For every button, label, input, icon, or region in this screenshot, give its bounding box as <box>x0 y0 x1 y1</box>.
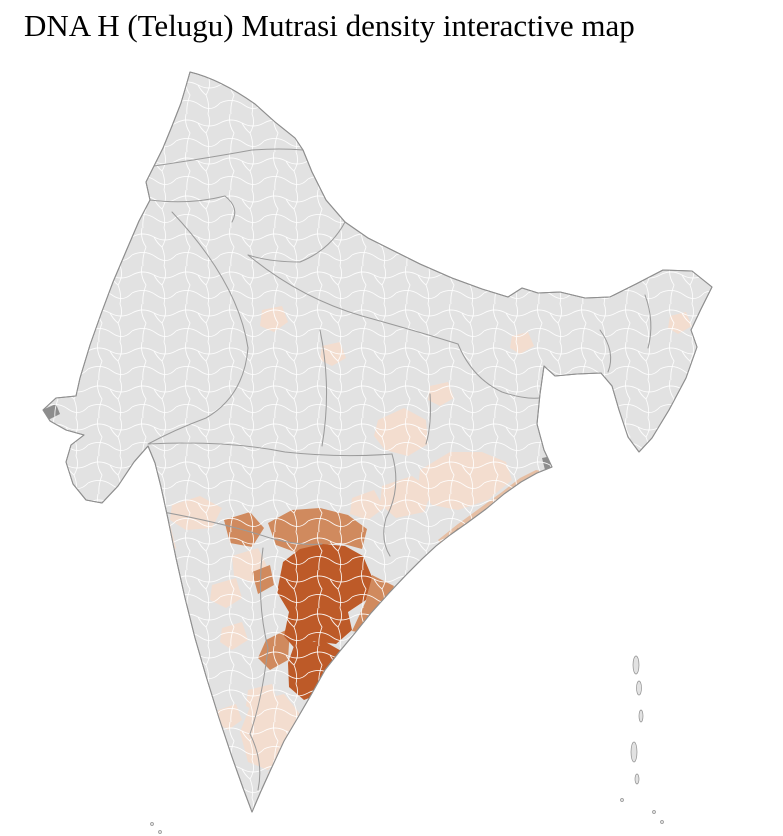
andaman-nicobar-islands <box>620 655 664 824</box>
density-region-low[interactable] <box>268 766 296 794</box>
india-national-border <box>42 71 713 813</box>
lakshadweep-islands <box>150 822 162 834</box>
page-title: DNA H (Telugu) Mutrasi density interacti… <box>24 8 635 43</box>
density-region-medium[interactable] <box>312 694 350 728</box>
